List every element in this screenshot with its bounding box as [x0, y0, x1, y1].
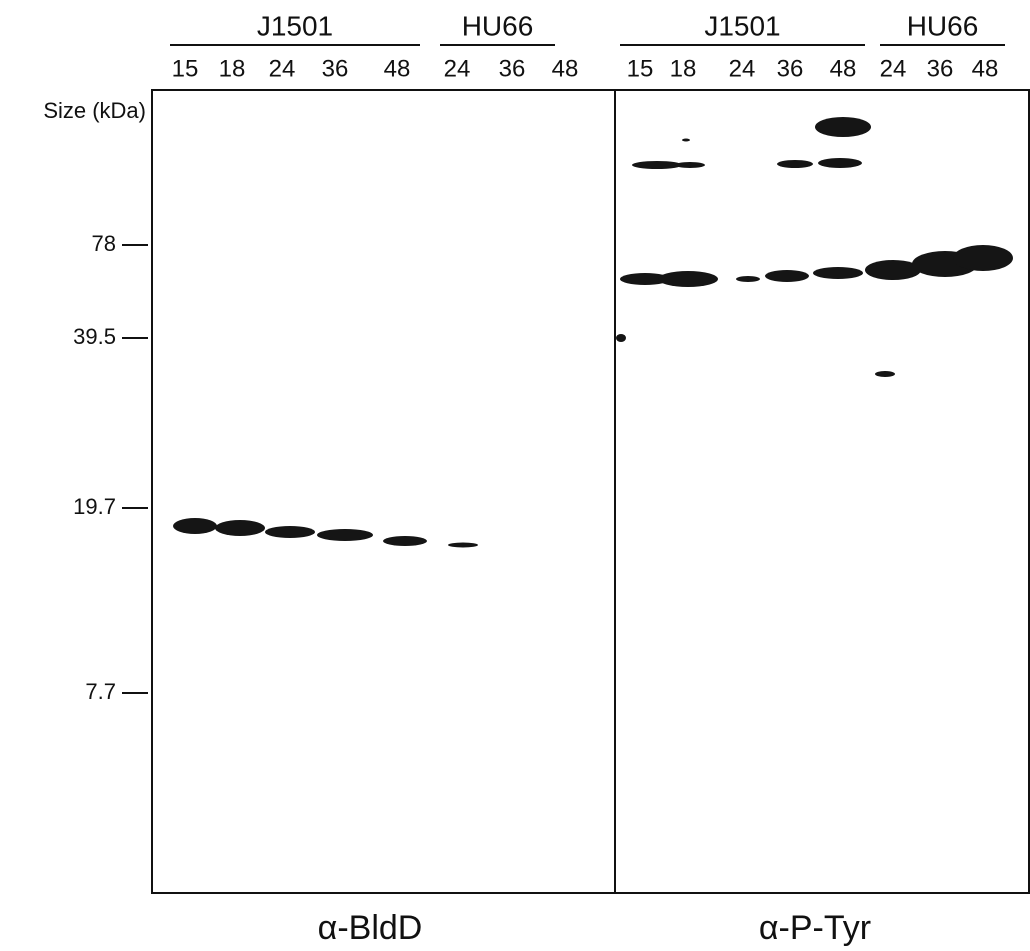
lane-label: 24: [729, 55, 756, 82]
lane-label: 18: [670, 55, 697, 82]
size-axis-title: Size (kDa): [43, 98, 146, 123]
strain-label: HU66: [907, 10, 979, 41]
size-marker-label: 7.7: [85, 679, 116, 704]
lane-label: 48: [384, 55, 411, 82]
lane-label: 48: [972, 55, 999, 82]
lane-label: 48: [830, 55, 857, 82]
lane-label: 36: [322, 55, 349, 82]
strain-label: J1501: [704, 10, 780, 41]
lane-label: 15: [627, 55, 654, 82]
lane-label: 15: [172, 55, 199, 82]
lane-label: 36: [927, 55, 954, 82]
lane-label: 18: [219, 55, 246, 82]
panel-label: α-BldD: [318, 909, 423, 947]
panel-label: α-P-Tyr: [759, 909, 871, 947]
lane-label: 24: [269, 55, 296, 82]
strain-label: HU66: [462, 10, 534, 41]
blot-frame: [151, 89, 1030, 894]
lane-label: 36: [777, 55, 804, 82]
lane-label: 36: [499, 55, 526, 82]
strain-label: J1501: [257, 10, 333, 41]
size-marker-label: 78: [92, 231, 116, 256]
size-marker-label: 39.5: [73, 324, 116, 349]
lane-label: 24: [880, 55, 907, 82]
lane-label: 24: [444, 55, 471, 82]
size-marker-label: 19.7: [73, 494, 116, 519]
lane-label: 48: [552, 55, 579, 82]
blot-bands: [173, 117, 1013, 548]
